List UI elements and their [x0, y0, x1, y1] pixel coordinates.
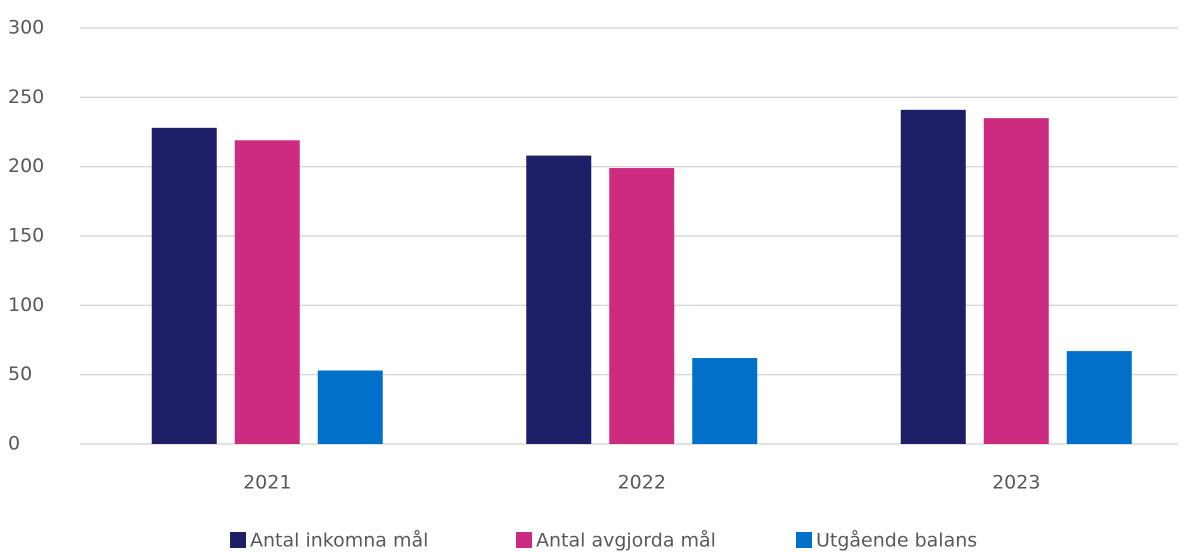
legend-swatch [796, 532, 812, 548]
legend-swatch [230, 532, 246, 548]
y-tick-label: 100 [8, 294, 44, 316]
x-tick-label: 2021 [243, 472, 291, 494]
legend-label: Antal inkomna mål [250, 529, 428, 552]
bar [1066, 351, 1132, 444]
bar [983, 118, 1049, 444]
bar [900, 109, 966, 445]
y-tick-label: 50 [8, 363, 32, 385]
bar [151, 127, 217, 444]
legend-label: Utgående balans [816, 529, 977, 552]
y-tick-label: 200 [8, 155, 44, 177]
bar [234, 140, 300, 444]
bar [526, 155, 592, 444]
bar [692, 358, 758, 444]
y-tick-label: 0 [8, 433, 20, 455]
x-tick-label: 2022 [618, 472, 666, 494]
bar [317, 370, 383, 444]
bar [609, 168, 675, 444]
legend-label: Antal avgjorda mål [536, 529, 716, 552]
y-tick-label: 150 [8, 225, 44, 247]
x-tick-label: 2023 [992, 472, 1040, 494]
y-tick-label: 300 [8, 17, 44, 39]
y-tick-label: 250 [8, 86, 44, 108]
legend-swatch [516, 532, 532, 548]
